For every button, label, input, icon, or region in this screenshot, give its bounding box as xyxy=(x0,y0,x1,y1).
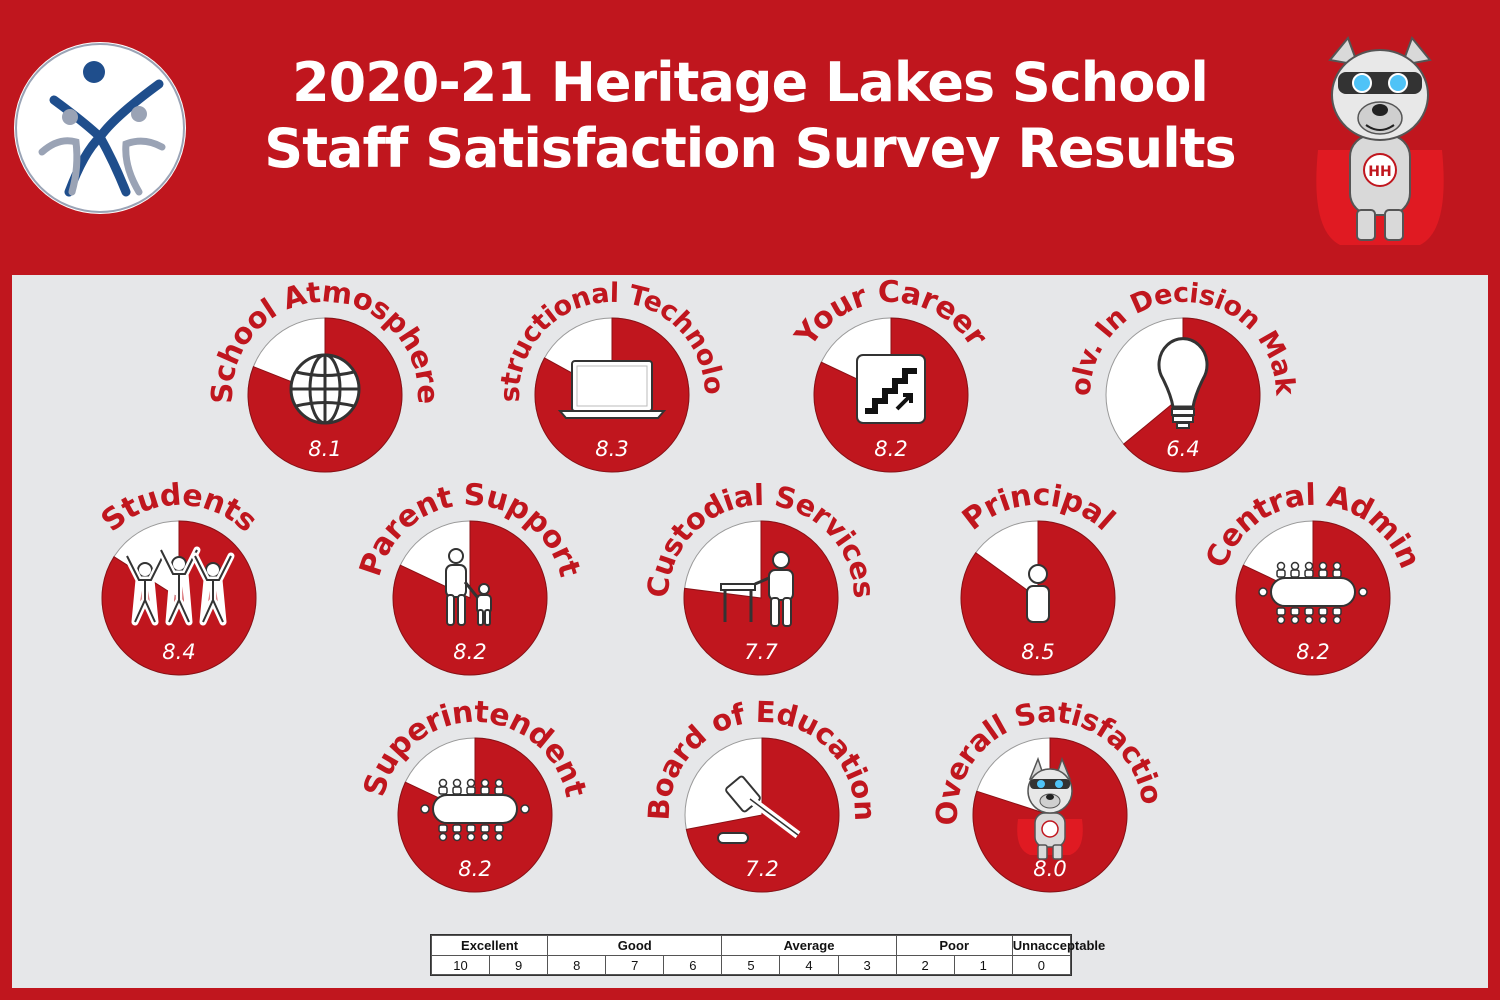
gavel-icon xyxy=(717,775,801,844)
legend-score: 5 xyxy=(721,955,781,975)
mascot-icon: HH xyxy=(1316,36,1444,245)
conference-table-icon xyxy=(1258,561,1368,625)
legend-score: 8 xyxy=(547,955,607,975)
pie-slice-school-atmosphere xyxy=(247,317,403,473)
mascot-illustration: HH xyxy=(1300,30,1460,255)
pie-slice-custodial-services xyxy=(683,520,839,676)
value-label-board-of-education: 7.2 xyxy=(745,857,778,881)
globe-icon xyxy=(289,353,361,425)
legend-score: 10 xyxy=(430,955,491,975)
legend-score: 3 xyxy=(837,955,897,975)
legend-score: 0 xyxy=(1011,955,1072,975)
svg-text:HH: HH xyxy=(1368,164,1391,180)
parent-child-icon xyxy=(445,548,492,626)
legend-score: 9 xyxy=(489,955,549,975)
legend-category-average: Average xyxy=(721,935,897,956)
district-logo xyxy=(14,42,186,214)
legend-score: 6 xyxy=(663,955,723,975)
custodian-icon xyxy=(720,551,794,627)
page-title: 2020-21 Heritage Lakes School Staff Sati… xyxy=(250,50,1250,182)
header: 2020-21 Heritage Lakes School Staff Sati… xyxy=(0,0,1500,275)
value-label-custodial-services: 7.7 xyxy=(744,640,778,664)
legend-category-unnacceptable: Unnacceptable xyxy=(1011,935,1105,956)
laptop-icon xyxy=(557,360,667,419)
value-label-involv-in-decision-making: 6.4 xyxy=(1166,437,1199,461)
value-label-parent-support: 8.2 xyxy=(453,640,486,664)
legend-score: 4 xyxy=(779,955,839,975)
value-label-instructional-technology: 8.3 xyxy=(595,437,628,461)
pie-slice-students xyxy=(101,520,257,676)
legend-score: 7 xyxy=(605,955,665,975)
value-label-principal: 8.5 xyxy=(1021,640,1054,664)
pie-slice-board-of-education xyxy=(685,737,840,893)
legend-score: 1 xyxy=(953,955,1013,975)
value-label-overall-satisfaction: 8.0 xyxy=(1033,857,1066,881)
legend-category-excellent: Excellent xyxy=(430,935,549,956)
rating-scale-legend: Excellent Good Average Poor Unnacceptable 10… xyxy=(430,934,1105,976)
value-label-central-admin: 8.2 xyxy=(1296,640,1329,664)
value-label-school-atmosphere: 8.1 xyxy=(308,437,341,461)
value-label-superintendent: 8.2 xyxy=(458,857,491,881)
value-label-your-career: 8.2 xyxy=(874,437,907,461)
conference-table-icon xyxy=(420,778,530,842)
pie-slice-parent-support xyxy=(392,520,548,676)
title-line-1: 2020-21 Heritage Lakes School xyxy=(292,51,1209,114)
legend-category-poor: Poor xyxy=(895,935,1013,956)
legend-category-good: Good xyxy=(547,935,723,956)
value-label-students: 8.4 xyxy=(162,640,195,664)
mascot-icon xyxy=(1017,756,1083,860)
people-cheering-icon xyxy=(123,546,235,626)
legend-score: 2 xyxy=(895,955,955,975)
people-logo-icon xyxy=(15,43,185,213)
lightbulb-icon xyxy=(1157,337,1209,429)
person-icon xyxy=(1026,564,1050,623)
stairs-icon xyxy=(856,354,926,424)
title-line-2: Staff Satisfaction Survey Results xyxy=(264,117,1236,180)
